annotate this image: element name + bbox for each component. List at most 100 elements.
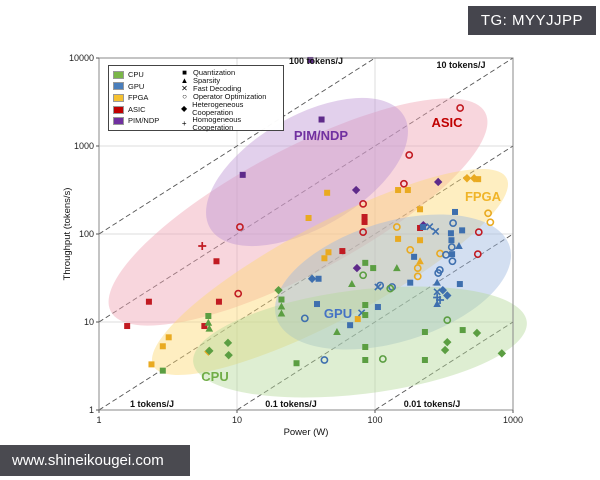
- data-point-quantization: [239, 171, 246, 178]
- efficiency-line: [236, 233, 514, 411]
- y-tick-label: 1000: [74, 141, 94, 151]
- data-point-quantization: [417, 206, 424, 213]
- efficiency-label: 0.1 tokens/J: [265, 399, 317, 409]
- data-point-quantization: [456, 281, 463, 288]
- legend-swatch: [113, 105, 124, 114]
- data-point-heterogeneous-cooperation: [433, 177, 443, 187]
- legend-item-fpga: FPGA: [113, 93, 179, 102]
- legend-item-quantization: ■ Quantization: [179, 69, 279, 77]
- group-ellipse-pimndp: [206, 97, 408, 247]
- legend-swatch: [113, 93, 124, 102]
- watermark-badge-top: TG: MYYJJPP: [467, 6, 596, 35]
- x-tick-label: 1: [96, 415, 101, 425]
- data-point-heterogeneous-cooperation: [224, 350, 233, 360]
- y-tick-label: 100: [79, 229, 94, 239]
- legend-item-homogeneous-cooperation: + Homogeneous Cooperation: [179, 116, 279, 131]
- data-point-operator-optimization: [449, 219, 457, 228]
- data-point-quantization: [404, 187, 411, 194]
- efficiency-line: [98, 57, 376, 235]
- data-point-quantization: [324, 189, 331, 196]
- group-label-gpu: GPU: [324, 306, 352, 321]
- data-point-operator-optimization: [388, 283, 396, 291]
- data-point-quantization: [407, 279, 414, 286]
- data-point-sparsity: [433, 278, 441, 286]
- data-point-heterogeneous-cooperation: [351, 185, 361, 195]
- data-point-quantization: [213, 258, 220, 265]
- group-label-cpu: CPU: [201, 369, 228, 384]
- group-label-fpga: FPGA: [465, 189, 502, 204]
- data-point-operator-optimization: [234, 289, 243, 298]
- data-point-heterogeneous-cooperation: [443, 291, 452, 300]
- data-point-quantization: [362, 312, 369, 319]
- legend-label: CPU: [128, 70, 144, 80]
- data-point-operator-optimization: [434, 269, 443, 277]
- data-point-operator-optimization: [413, 272, 422, 281]
- data-point-quantization: [205, 312, 212, 319]
- legend-label: ASIC: [128, 104, 146, 114]
- legend-item-heterogeneous-cooperation: ◆ Heterogeneous Cooperation: [179, 101, 279, 116]
- data-point-operator-optimization: [443, 316, 452, 325]
- legend-swatch: [113, 70, 124, 79]
- data-point-quantization: [417, 224, 424, 231]
- data-point-quantization: [361, 218, 368, 225]
- data-point-operator-optimization: [300, 314, 309, 323]
- data-point-quantization: [447, 230, 454, 237]
- data-point-sparsity: [348, 280, 356, 288]
- data-point-sparsity: [333, 327, 341, 335]
- data-point-quantization: [325, 249, 332, 256]
- data-point-quantization: [362, 356, 369, 363]
- legend-label: Sparsity: [193, 76, 221, 86]
- data-point-quantization: [307, 56, 314, 63]
- data-point-operator-optimization: [359, 199, 368, 208]
- data-point-homogeneous-cooperation: [198, 242, 207, 251]
- data-point-heterogeneous-cooperation: [307, 274, 317, 283]
- efficiency-label: 10 tokens/J: [436, 60, 485, 70]
- data-point-sparsity: [416, 257, 424, 265]
- data-point-quantization: [321, 255, 328, 262]
- data-point-operator-optimization: [405, 151, 414, 159]
- efficiency-line: [98, 145, 514, 411]
- data-point-operator-optimization: [474, 228, 483, 237]
- data-point-quantization: [347, 322, 354, 329]
- data-point-quantization: [395, 235, 402, 242]
- efficiency-label: 1 tokens/J: [130, 399, 174, 409]
- legend-label: Heterogeneous Cooperation: [192, 100, 244, 117]
- efficiency-label: 100 tokens/J: [289, 56, 343, 66]
- data-point-operator-optimization: [392, 223, 401, 231]
- data-point-quantization: [305, 214, 312, 221]
- data-point-heterogeneous-cooperation: [440, 345, 450, 355]
- data-point-operator-optimization: [473, 250, 482, 259]
- group-ellipse-cpu: [193, 286, 527, 398]
- legend-marker-o-icon: ○: [182, 92, 187, 101]
- data-point-operator-optimization: [320, 356, 329, 364]
- efficiency-line: [374, 321, 514, 411]
- y-tick-label: 10: [84, 317, 94, 327]
- y-tick-label: 1: [89, 405, 94, 415]
- data-point-quantization: [452, 208, 459, 215]
- group-label-pimndp: PIM/NDP: [294, 128, 349, 143]
- efficiency-line: [98, 57, 514, 323]
- group-ellipse-fpga: [151, 168, 509, 376]
- legend-item-asic: ASIC: [113, 104, 179, 114]
- data-point-operator-optimization: [400, 179, 408, 188]
- data-point-sparsity: [455, 242, 463, 250]
- data-point-operator-optimization: [413, 264, 422, 272]
- data-point-quantization: [354, 316, 361, 323]
- data-point-sparsity: [433, 300, 441, 308]
- chart-legend: CPU GPU FPGA ASIC PIM/NDP ■ Quantization ▲ Spar…: [108, 65, 284, 131]
- data-point-quantization: [215, 298, 222, 305]
- data-point-operator-optimization: [448, 257, 457, 266]
- data-point-quantization: [459, 227, 466, 234]
- x-tick-label: 10: [232, 415, 242, 425]
- group-ellipse-asic: [108, 98, 488, 326]
- data-point-quantization: [362, 302, 369, 309]
- data-point-fast-decoding: [431, 227, 440, 236]
- data-point-operator-optimization: [359, 228, 368, 237]
- data-point-quantization: [124, 323, 131, 330]
- data-point-quantization: [421, 328, 428, 335]
- legend-item-gpu: GPU: [113, 82, 179, 91]
- data-point-heterogeneous-cooperation: [443, 337, 452, 347]
- data-point-quantization: [159, 343, 166, 350]
- data-point-operator-optimization: [486, 218, 495, 227]
